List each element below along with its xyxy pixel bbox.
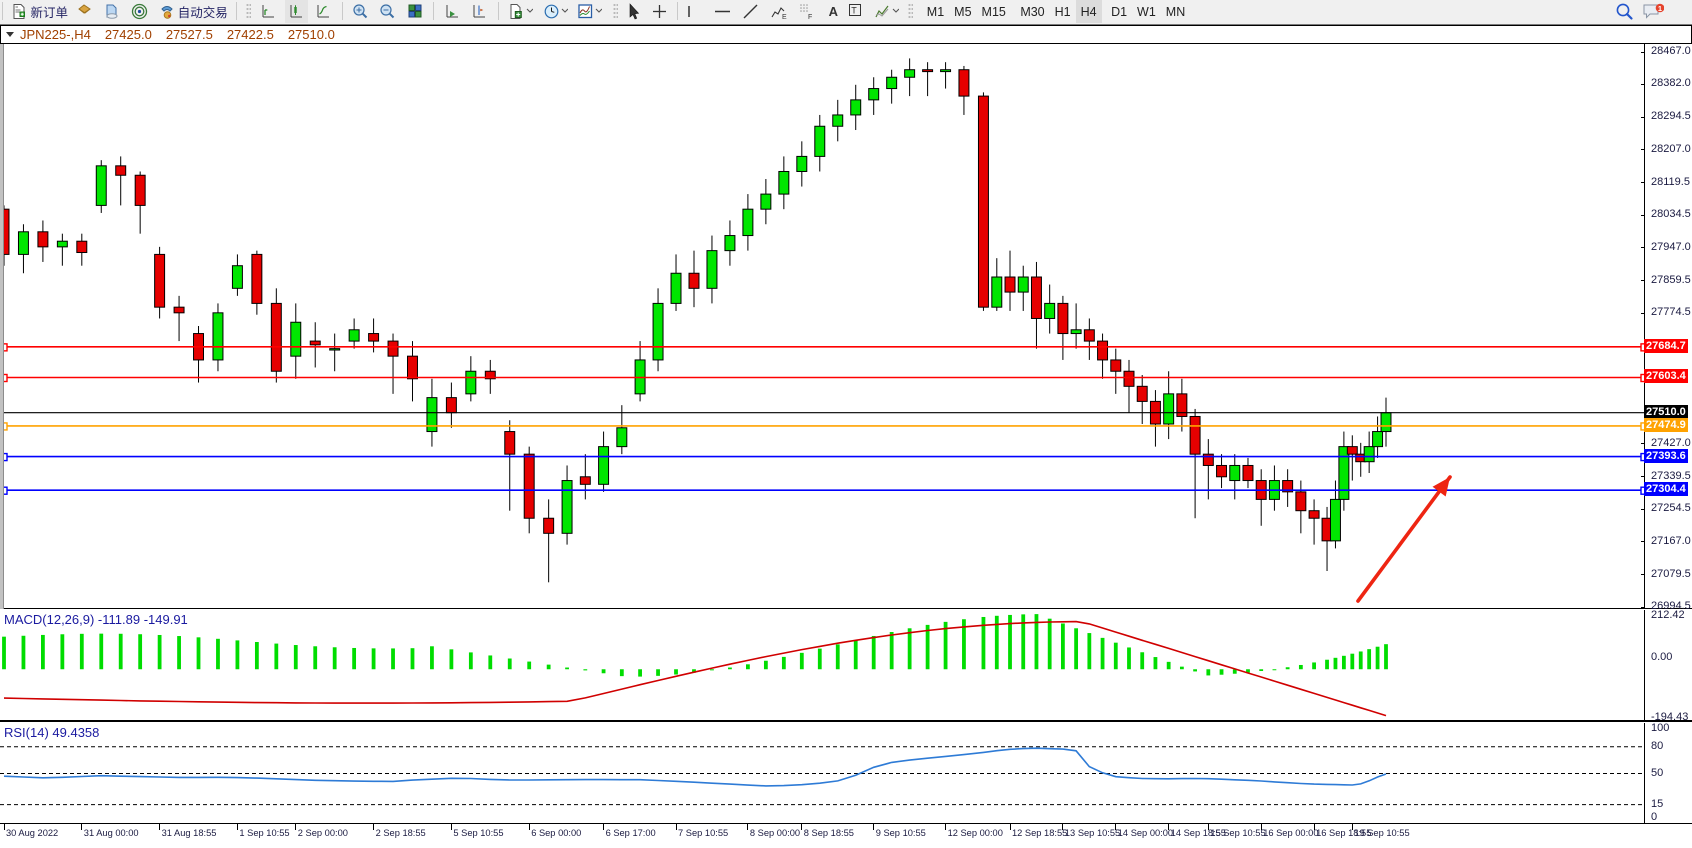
svg-text:T: T [852,6,858,16]
svg-text:F: F [808,14,812,20]
svg-text:1: 1 [1658,4,1662,13]
svg-text:E: E [782,14,787,20]
